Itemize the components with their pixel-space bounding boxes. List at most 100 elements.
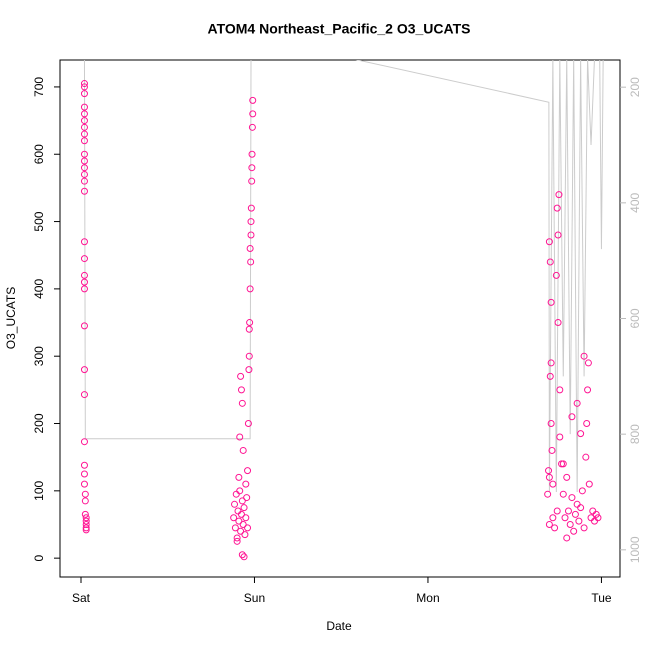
data-point: [546, 258, 554, 266]
data-point: [80, 130, 88, 138]
data-point: [583, 420, 591, 428]
data-point: [237, 386, 245, 394]
data-point: [554, 319, 562, 327]
data-point: [80, 170, 88, 178]
data-point: [559, 490, 567, 498]
data-point: [80, 177, 88, 185]
data-point: [80, 238, 88, 246]
data-point: [552, 271, 560, 279]
data-point: [545, 520, 553, 528]
data-point: [80, 470, 88, 478]
data-line: [83, 60, 604, 492]
data-point: [582, 453, 590, 461]
data-point: [82, 524, 90, 532]
data-point: [573, 500, 581, 508]
y2-tick-label: 1000: [628, 536, 642, 563]
data-point: [80, 271, 88, 279]
data-point: [80, 164, 88, 172]
data-point: [248, 164, 256, 172]
data-point: [80, 110, 88, 118]
data-point: [80, 117, 88, 125]
data-point: [247, 204, 255, 212]
data-point: [236, 433, 244, 441]
y2-tick-label: 600: [628, 308, 642, 328]
data-point: [80, 137, 88, 145]
data-point: [247, 218, 255, 226]
data-point: [545, 473, 553, 481]
y-tick-label: 500: [32, 211, 46, 231]
data-point: [235, 473, 243, 481]
data-point: [80, 285, 88, 293]
y-tick-label: 400: [32, 279, 46, 299]
data-point: [231, 500, 239, 508]
data-point: [80, 461, 88, 469]
data-point: [243, 494, 251, 502]
data-point: [239, 446, 247, 454]
x-tick-label: Mon: [416, 591, 439, 605]
y2-tick-label: 200: [628, 77, 642, 97]
data-point: [555, 191, 563, 199]
y-axis-label: O3_UCATS: [4, 287, 18, 349]
data-point: [563, 534, 571, 542]
data-point: [580, 352, 588, 360]
data-point: [80, 366, 88, 374]
data-point: [592, 510, 600, 518]
data-point: [237, 372, 245, 380]
data-point: [563, 473, 571, 481]
data-point: [546, 372, 554, 380]
data-point: [81, 497, 89, 505]
data-point: [556, 386, 564, 394]
data-point: [249, 96, 257, 104]
data-point: [80, 255, 88, 263]
data-point: [245, 325, 253, 333]
data-point: [80, 150, 88, 158]
data-point: [81, 510, 89, 518]
x-tick-label: Sat: [72, 591, 91, 605]
data-point: [80, 438, 88, 446]
data-point: [553, 507, 561, 515]
data-point: [246, 285, 254, 293]
data-point: [80, 391, 88, 399]
data-point: [580, 524, 588, 532]
data-point: [237, 527, 245, 535]
data-point: [237, 510, 245, 518]
data-point: [232, 490, 240, 498]
plot-box: [59, 59, 621, 578]
data-point: [238, 551, 246, 559]
data-point: [571, 510, 579, 518]
data-point: [234, 507, 242, 515]
data-point: [80, 480, 88, 488]
data-point: [548, 446, 556, 454]
data-point: [241, 531, 249, 539]
data-point: [248, 177, 256, 185]
data-point: [81, 490, 89, 498]
y-tick-label: 300: [32, 346, 46, 366]
data-point: [80, 83, 88, 91]
data-point: [553, 204, 561, 212]
data-point: [547, 420, 555, 428]
y-tick-label: 700: [32, 77, 46, 97]
data-point: [246, 244, 254, 252]
y-tick-label: 600: [32, 144, 46, 164]
data-point: [239, 520, 247, 528]
data-point: [82, 526, 90, 534]
y-tick-label: 200: [32, 413, 46, 433]
data-point: [242, 480, 250, 488]
y2-tick-label: 800: [628, 424, 642, 444]
data-point: [235, 517, 243, 525]
x-axis-label: Date: [326, 619, 352, 633]
data-point: [566, 520, 574, 528]
data-point: [545, 238, 553, 246]
data-point: [240, 553, 248, 561]
data-point: [577, 430, 585, 438]
data-point: [570, 527, 578, 535]
data-point: [80, 278, 88, 286]
data-point: [247, 231, 255, 239]
data-point: [80, 103, 88, 111]
data-point: [249, 110, 257, 118]
y2-tick-label: 400: [628, 193, 642, 213]
data-point: [590, 517, 598, 525]
data-point: [578, 487, 586, 495]
x-tick-label: Tue: [591, 591, 612, 605]
data-point: [247, 258, 255, 266]
